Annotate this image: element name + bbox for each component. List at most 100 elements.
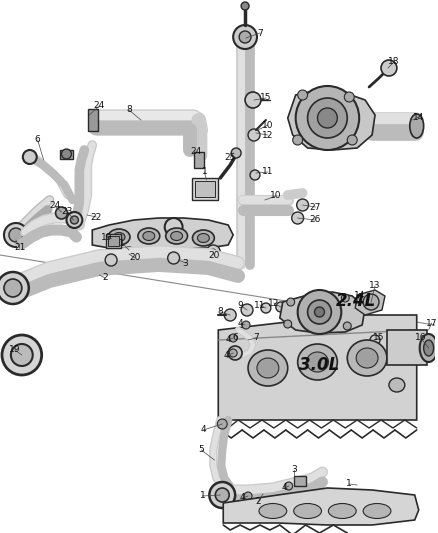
- Circle shape: [363, 294, 379, 310]
- Ellipse shape: [248, 350, 288, 386]
- Text: 20: 20: [208, 252, 220, 261]
- Circle shape: [276, 302, 286, 312]
- Text: 23: 23: [62, 206, 73, 215]
- Polygon shape: [92, 218, 233, 248]
- Ellipse shape: [192, 230, 214, 246]
- Circle shape: [61, 149, 71, 159]
- Bar: [195, 181, 215, 197]
- Text: 4: 4: [282, 483, 288, 492]
- Ellipse shape: [424, 340, 434, 356]
- Text: 3: 3: [291, 465, 297, 474]
- Circle shape: [11, 344, 33, 366]
- Circle shape: [248, 129, 260, 141]
- Text: 4: 4: [226, 335, 231, 344]
- Circle shape: [2, 335, 42, 375]
- Bar: [108, 236, 119, 246]
- Circle shape: [241, 304, 253, 316]
- Text: 16: 16: [415, 334, 427, 343]
- Ellipse shape: [420, 334, 438, 362]
- Circle shape: [56, 207, 67, 219]
- Circle shape: [287, 298, 295, 306]
- Circle shape: [231, 148, 241, 158]
- Ellipse shape: [347, 340, 387, 376]
- Ellipse shape: [389, 378, 405, 392]
- Text: 25: 25: [225, 154, 236, 163]
- Circle shape: [298, 290, 341, 334]
- Ellipse shape: [171, 231, 183, 240]
- Circle shape: [261, 303, 271, 313]
- Text: 1: 1: [200, 491, 205, 500]
- Circle shape: [215, 488, 229, 502]
- Ellipse shape: [294, 504, 321, 519]
- Circle shape: [23, 150, 37, 164]
- Text: 1: 1: [346, 480, 352, 489]
- Text: 22: 22: [91, 213, 102, 222]
- Circle shape: [284, 320, 292, 328]
- Text: 11: 11: [262, 167, 274, 176]
- Circle shape: [4, 279, 22, 297]
- Circle shape: [210, 249, 216, 255]
- Text: 14: 14: [413, 112, 424, 122]
- Circle shape: [239, 31, 251, 43]
- Circle shape: [242, 321, 250, 329]
- Circle shape: [250, 170, 260, 180]
- Text: 17: 17: [426, 319, 438, 327]
- Bar: [387, 330, 427, 365]
- Circle shape: [233, 25, 257, 49]
- Circle shape: [285, 482, 293, 490]
- Text: 2: 2: [255, 497, 261, 506]
- Circle shape: [229, 334, 237, 342]
- Ellipse shape: [389, 338, 405, 352]
- Text: 5: 5: [198, 446, 204, 455]
- Text: 1: 1: [201, 167, 207, 176]
- Circle shape: [307, 98, 347, 138]
- Text: 7: 7: [253, 334, 259, 343]
- Circle shape: [344, 92, 354, 102]
- Circle shape: [126, 251, 132, 257]
- Ellipse shape: [307, 352, 328, 372]
- Polygon shape: [355, 290, 385, 315]
- Text: 26: 26: [310, 215, 321, 224]
- Ellipse shape: [259, 504, 287, 519]
- Text: 12: 12: [268, 298, 279, 308]
- Circle shape: [105, 254, 117, 266]
- Text: 15: 15: [373, 334, 385, 343]
- Text: 8: 8: [126, 106, 132, 115]
- Ellipse shape: [328, 504, 356, 519]
- Circle shape: [296, 86, 359, 150]
- Bar: [88, 109, 98, 131]
- Circle shape: [245, 92, 261, 108]
- Circle shape: [206, 245, 220, 259]
- Text: 13: 13: [369, 281, 381, 290]
- Circle shape: [241, 2, 249, 10]
- Bar: [194, 152, 205, 168]
- Circle shape: [318, 108, 337, 128]
- Text: 15: 15: [260, 93, 272, 102]
- Circle shape: [381, 60, 397, 76]
- Ellipse shape: [298, 344, 337, 380]
- Ellipse shape: [356, 348, 378, 368]
- Circle shape: [228, 346, 242, 360]
- Circle shape: [168, 252, 180, 264]
- Text: 19: 19: [9, 345, 21, 354]
- Polygon shape: [280, 292, 365, 333]
- Circle shape: [298, 90, 307, 100]
- Text: 20: 20: [129, 254, 141, 262]
- Circle shape: [229, 349, 237, 357]
- Circle shape: [244, 492, 252, 500]
- Text: 4: 4: [239, 494, 245, 503]
- Ellipse shape: [108, 229, 130, 245]
- Text: 10: 10: [270, 191, 282, 200]
- Ellipse shape: [363, 504, 391, 519]
- Circle shape: [224, 309, 236, 321]
- Circle shape: [341, 294, 349, 302]
- Text: 2.4L: 2.4L: [336, 292, 377, 310]
- Text: 8: 8: [217, 308, 223, 317]
- Polygon shape: [223, 488, 419, 525]
- Text: 4: 4: [201, 425, 206, 434]
- Text: 3.0L: 3.0L: [299, 356, 339, 374]
- Circle shape: [292, 212, 304, 224]
- Circle shape: [71, 216, 78, 224]
- Text: 18: 18: [388, 58, 399, 67]
- Circle shape: [370, 335, 380, 345]
